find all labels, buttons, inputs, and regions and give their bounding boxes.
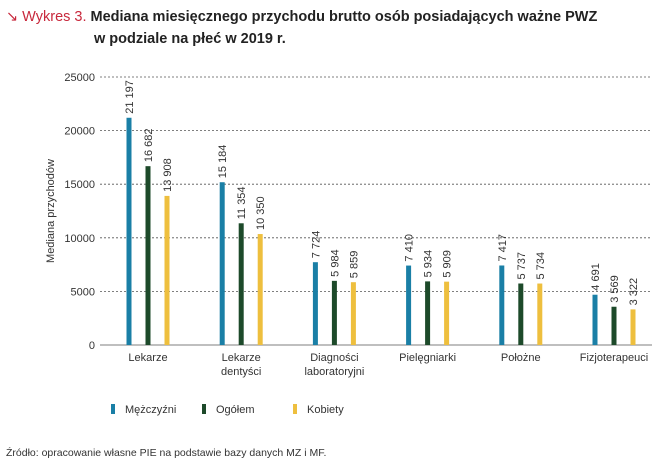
bar bbox=[257, 234, 263, 345]
chart-title: ↘ Wykres 3. Mediana miesięcznego przychod… bbox=[6, 6, 597, 50]
bar bbox=[350, 282, 356, 345]
y-axis-label: Mediana przychodów bbox=[45, 159, 57, 263]
category-label: laboratoryjni bbox=[304, 366, 364, 378]
figure-label: ↘ Wykres 3. bbox=[6, 9, 87, 25]
legend-label: Mężczyźni bbox=[125, 404, 176, 416]
bar bbox=[499, 265, 505, 345]
bar bbox=[444, 281, 450, 345]
y-tick-label: 10000 bbox=[64, 233, 95, 245]
category-label: Fizjoterapeuci bbox=[580, 352, 648, 364]
source-note: Źródło: opracowanie własne PIE na podsta… bbox=[6, 447, 327, 459]
title-line-1: Mediana miesięcznego przychodu brutto os… bbox=[90, 9, 598, 25]
bar bbox=[145, 166, 151, 345]
data-label: 15 184 bbox=[217, 145, 229, 179]
bar bbox=[630, 309, 636, 345]
bar bbox=[219, 182, 225, 345]
bar bbox=[312, 262, 318, 345]
legend-swatch bbox=[293, 404, 297, 414]
title-line-2: w podziale na płeć w 2019 r. bbox=[94, 31, 286, 47]
data-label: 4 691 bbox=[590, 263, 602, 291]
legend-swatch bbox=[202, 404, 206, 414]
data-label: 10 350 bbox=[255, 196, 267, 230]
bar bbox=[611, 306, 617, 345]
data-label: 5 859 bbox=[348, 251, 360, 279]
data-label: 7 724 bbox=[310, 231, 322, 259]
data-label: 5 934 bbox=[423, 250, 435, 278]
category-label: Lekarze bbox=[128, 352, 167, 364]
bar bbox=[518, 283, 524, 345]
y-tick-label: 15000 bbox=[64, 179, 95, 191]
bar bbox=[238, 223, 244, 345]
category-label: Położne bbox=[501, 352, 541, 364]
bar bbox=[406, 265, 412, 345]
bar bbox=[126, 117, 132, 345]
data-label: 5 737 bbox=[516, 252, 528, 280]
bar bbox=[537, 283, 543, 345]
data-label: 7 417 bbox=[497, 234, 509, 262]
data-label: 13 908 bbox=[162, 158, 174, 192]
data-label: 11 354 bbox=[236, 186, 248, 219]
data-label: 16 682 bbox=[143, 129, 155, 163]
category-label: Pielęgniarki bbox=[399, 352, 456, 364]
legend-label: Ogółem bbox=[216, 404, 255, 416]
y-tick-label: 0 bbox=[89, 340, 95, 352]
y-tick-label: 5000 bbox=[71, 286, 95, 298]
data-label: 7 410 bbox=[404, 234, 416, 262]
data-label: 5 909 bbox=[442, 250, 454, 278]
bar bbox=[164, 195, 170, 345]
y-tick-label: 25000 bbox=[64, 72, 95, 84]
data-label: 3 322 bbox=[628, 278, 640, 306]
bar-chart: 0 5000 10000 15000 20000 25000 Mediana przycho… bbox=[45, 72, 652, 416]
data-label: 3 569 bbox=[609, 275, 621, 303]
category-label: Diagności bbox=[310, 352, 358, 364]
bar bbox=[331, 280, 337, 345]
data-label: 5 734 bbox=[535, 252, 547, 280]
bar bbox=[425, 281, 431, 345]
category-label: Lekarze bbox=[222, 352, 261, 364]
category-label: dentyści bbox=[221, 366, 261, 378]
data-label: 5 984 bbox=[329, 249, 341, 277]
y-tick-label: 20000 bbox=[64, 126, 95, 138]
legend-label: Kobiety bbox=[307, 404, 344, 416]
legend-swatch bbox=[111, 404, 115, 414]
data-label: 21 197 bbox=[124, 80, 136, 114]
bar bbox=[592, 294, 598, 345]
